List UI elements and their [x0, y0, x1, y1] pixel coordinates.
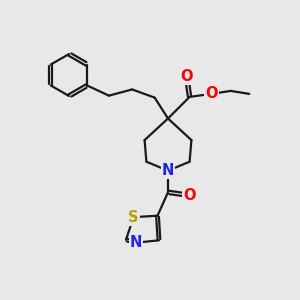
Text: O: O — [205, 86, 217, 101]
Text: O: O — [180, 69, 193, 84]
Text: N: N — [162, 163, 174, 178]
Text: O: O — [183, 188, 195, 203]
Text: S: S — [128, 210, 139, 225]
Text: N: N — [130, 235, 142, 250]
